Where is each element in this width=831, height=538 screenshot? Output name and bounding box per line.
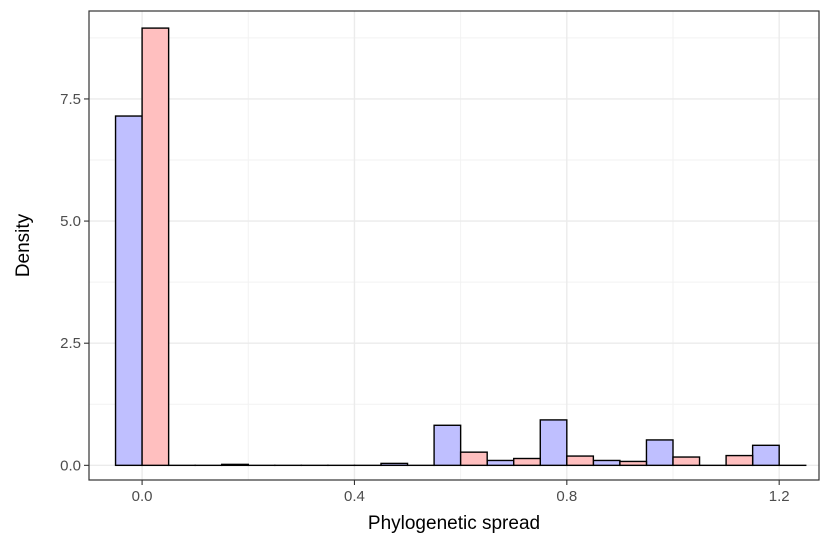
- histogram-bar: [672, 456, 701, 467]
- histogram-bar: [114, 115, 143, 467]
- x-tick-label: 0.4: [344, 488, 365, 505]
- x-axis-title: Phylogenetic spread: [368, 513, 540, 534]
- bars: [114, 27, 807, 467]
- histogram-bar: [592, 459, 621, 467]
- axes: 0.0 0.4 0.8 1.2 0.0 2.5 5.0 7.5: [60, 91, 789, 505]
- histogram-bar: [725, 454, 754, 467]
- histogram-bar: [486, 459, 515, 467]
- histogram-bar: [221, 463, 249, 467]
- histogram-bar: [433, 424, 462, 467]
- y-tick-label: 0.0: [60, 457, 81, 474]
- y-tick-label: 2.5: [60, 335, 81, 352]
- y-tick-label: 5.0: [60, 213, 81, 230]
- histogram-bar: [751, 444, 780, 467]
- grid-lines: [89, 11, 819, 480]
- histogram-bar: [645, 439, 674, 467]
- histogram-bar: [566, 455, 595, 467]
- x-tick-label: 0.8: [556, 488, 577, 505]
- histogram-bar: [539, 419, 568, 467]
- y-axis-title: Density: [13, 213, 34, 277]
- x-tick-label: 1.2: [769, 488, 790, 505]
- y-tick-label: 7.5: [60, 91, 81, 108]
- histogram-bar: [619, 460, 648, 467]
- panel-border: [88, 10, 820, 481]
- histogram-bar: [380, 462, 409, 467]
- histogram-bar: [513, 457, 541, 467]
- x-tick-label: 0.0: [132, 488, 153, 505]
- histogram-bar: [141, 27, 170, 467]
- histogram-bar: [459, 451, 488, 467]
